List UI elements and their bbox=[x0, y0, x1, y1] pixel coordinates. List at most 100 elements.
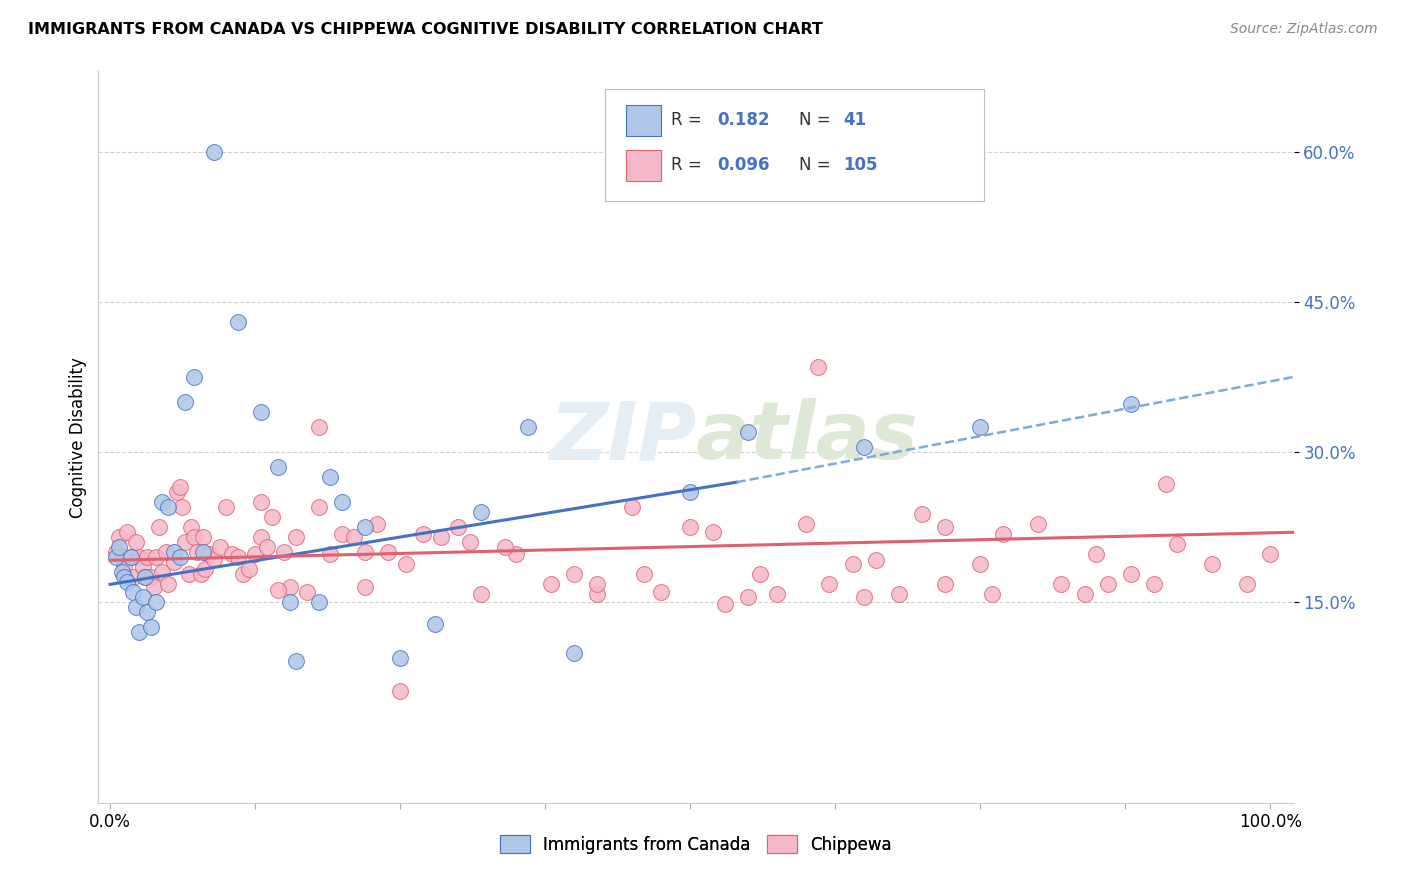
Point bbox=[139, 570, 162, 584]
Legend: Immigrants from Canada, Chippewa: Immigrants from Canada, Chippewa bbox=[494, 829, 898, 860]
Point bbox=[267, 460, 290, 475]
Point bbox=[243, 547, 266, 561]
Point bbox=[134, 570, 156, 584]
Text: atlas: atlas bbox=[696, 398, 918, 476]
Point bbox=[117, 575, 139, 590]
Point bbox=[108, 541, 131, 555]
Text: R =: R = bbox=[671, 112, 702, 129]
Point bbox=[143, 580, 166, 594]
Point bbox=[163, 555, 186, 569]
Point bbox=[122, 585, 145, 599]
Point bbox=[1050, 577, 1073, 591]
Point bbox=[470, 587, 492, 601]
Point bbox=[122, 570, 145, 584]
Point bbox=[194, 562, 217, 576]
Point bbox=[284, 530, 307, 544]
Point bbox=[163, 545, 186, 559]
Point bbox=[1143, 577, 1166, 591]
Point bbox=[354, 520, 377, 534]
Point bbox=[183, 530, 205, 544]
Text: 0.096: 0.096 bbox=[717, 156, 769, 174]
Point bbox=[128, 550, 150, 565]
Point bbox=[112, 560, 135, 574]
Point bbox=[354, 545, 377, 559]
Point bbox=[209, 541, 232, 555]
Text: 41: 41 bbox=[844, 112, 866, 129]
Point bbox=[120, 550, 142, 565]
Point bbox=[1201, 558, 1223, 572]
Point bbox=[226, 550, 249, 565]
Point bbox=[256, 541, 278, 555]
Point bbox=[215, 500, 238, 515]
Point bbox=[124, 600, 146, 615]
Point bbox=[586, 577, 609, 591]
Point bbox=[330, 527, 353, 541]
Point bbox=[389, 683, 412, 698]
Point bbox=[1166, 537, 1188, 551]
Point bbox=[134, 570, 156, 584]
Point bbox=[128, 625, 150, 640]
Point bbox=[650, 585, 672, 599]
Point bbox=[166, 485, 188, 500]
Point bbox=[111, 566, 134, 580]
Point bbox=[1258, 547, 1281, 561]
Point bbox=[204, 552, 226, 566]
Point bbox=[993, 527, 1015, 541]
Point bbox=[1154, 477, 1177, 491]
Point bbox=[124, 535, 146, 549]
Point bbox=[170, 500, 193, 515]
Point bbox=[226, 315, 249, 329]
Point bbox=[343, 530, 366, 544]
Point bbox=[297, 585, 319, 599]
Point bbox=[865, 553, 887, 567]
Point bbox=[150, 566, 173, 580]
Point bbox=[679, 485, 702, 500]
Point bbox=[911, 507, 934, 521]
Point bbox=[221, 547, 243, 561]
Point bbox=[308, 595, 330, 609]
Point bbox=[853, 440, 876, 454]
Point bbox=[412, 527, 434, 541]
Point bbox=[145, 595, 167, 609]
Point bbox=[155, 545, 177, 559]
Point bbox=[1097, 577, 1119, 591]
Point bbox=[1085, 547, 1108, 561]
Point bbox=[737, 425, 759, 439]
Point bbox=[354, 580, 377, 594]
Point bbox=[494, 541, 516, 555]
Point bbox=[423, 617, 446, 632]
Point bbox=[177, 567, 200, 582]
Point bbox=[169, 550, 191, 565]
Point bbox=[186, 545, 208, 559]
Point bbox=[969, 558, 991, 572]
Point bbox=[273, 545, 295, 559]
Point bbox=[157, 500, 180, 515]
Point bbox=[841, 558, 863, 572]
Text: N =: N = bbox=[799, 112, 830, 129]
Text: 0.182: 0.182 bbox=[717, 112, 769, 129]
Point bbox=[197, 547, 219, 561]
Point bbox=[131, 560, 153, 574]
Point bbox=[679, 520, 702, 534]
Point bbox=[330, 495, 353, 509]
Point bbox=[470, 505, 492, 519]
Point bbox=[190, 567, 212, 582]
Point bbox=[267, 583, 290, 598]
Point bbox=[174, 535, 197, 549]
Point bbox=[278, 580, 301, 594]
Point bbox=[934, 577, 956, 591]
Point bbox=[633, 567, 655, 582]
Point bbox=[262, 510, 284, 524]
Point bbox=[250, 530, 273, 544]
Point bbox=[807, 359, 830, 374]
Point bbox=[818, 577, 841, 591]
Point bbox=[204, 145, 226, 159]
Point bbox=[145, 550, 167, 565]
Point bbox=[1236, 577, 1258, 591]
Point bbox=[562, 567, 585, 582]
Point bbox=[191, 530, 214, 544]
Point bbox=[174, 395, 197, 409]
Text: ZIP: ZIP bbox=[548, 398, 696, 476]
Text: R =: R = bbox=[671, 156, 702, 174]
Point bbox=[108, 530, 131, 544]
